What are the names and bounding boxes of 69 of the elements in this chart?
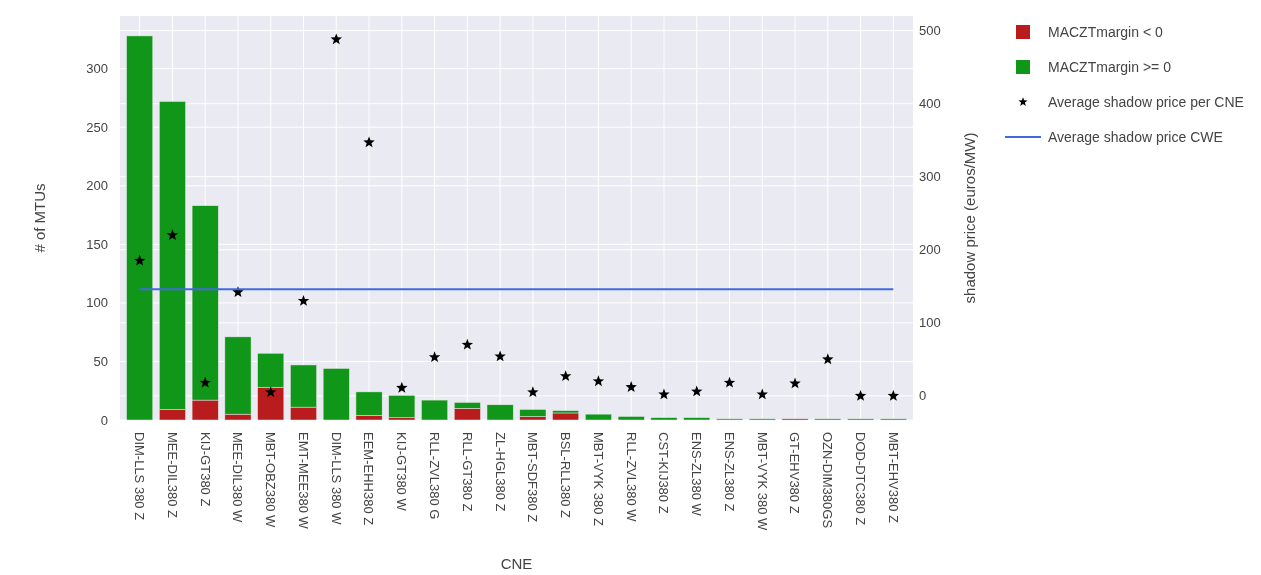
x-tick-label: DOD-DTC380 Z — [853, 432, 869, 526]
x-tick-label: ENS-ZL380 Z — [721, 432, 737, 512]
x-tick-label: MEE-DIL380 Z — [164, 432, 180, 519]
x-tick-label: ZL-HGL380 Z — [492, 432, 508, 512]
point — [428, 351, 441, 363]
point — [363, 136, 375, 148]
y2-tick-label: 200 — [919, 242, 941, 258]
point — [789, 377, 801, 389]
point — [625, 381, 637, 392]
y2-tick-label: 100 — [919, 315, 941, 331]
point — [822, 353, 834, 365]
y-tick-label: 300 — [86, 61, 108, 77]
y2-tick-label: 400 — [919, 96, 941, 112]
x-tick-label: DIM-LLS 380 W — [328, 432, 344, 526]
point — [854, 389, 867, 401]
point — [166, 229, 179, 241]
x-tick-label: CST-KIJ380 Z — [656, 432, 672, 514]
y-tick-label: 50 — [93, 354, 108, 369]
bar — [519, 409, 547, 417]
point — [592, 375, 605, 387]
legend-label: MACZTmargin < 0 — [1048, 23, 1163, 40]
point — [756, 388, 768, 400]
point — [723, 376, 736, 388]
point — [133, 254, 146, 266]
x-tick-label: EEM-EHH380 Z — [361, 432, 377, 526]
point — [396, 381, 408, 393]
point — [527, 386, 539, 398]
point — [658, 388, 670, 400]
point — [297, 294, 310, 306]
point — [887, 389, 900, 401]
legend-label: Average shadow price per CNE — [1048, 93, 1244, 110]
x-tick-label: KIJ-GT380 W — [394, 432, 410, 512]
y-tick-label: 0 — [100, 412, 108, 428]
y-tick-label: 100 — [86, 295, 108, 311]
point — [494, 350, 506, 362]
y2-axis-title: shadow price (euros/MW) — [961, 132, 978, 304]
y-tick-label: 200 — [86, 178, 108, 194]
point — [232, 286, 244, 298]
point — [559, 370, 572, 382]
x-tick-label: MBT-EHV380 Z — [885, 432, 901, 524]
point — [199, 376, 211, 388]
x-axis-title: CNE — [500, 555, 533, 572]
x-tick-label: KIJ-GT380 Z — [197, 432, 213, 507]
point — [691, 385, 703, 397]
point — [461, 338, 474, 350]
x-tick-label: RLL-ZVL380 G — [427, 432, 443, 520]
legend-label: Average shadow price CWE — [1048, 128, 1223, 145]
y-tick-label: 150 — [86, 236, 108, 252]
y2-tick-label: 300 — [919, 169, 941, 185]
x-tick-label: GT-EHV380 Z — [787, 432, 803, 514]
x-tick-label: DIM-LLS 380 Z — [132, 432, 148, 521]
x-tick-label: MBT-OBZ380 W — [263, 432, 279, 529]
y2-tick-label: 0 — [919, 388, 927, 404]
x-tick-label: MBT-VYK 380 Z — [590, 432, 606, 526]
legend-label: MACZTmargin >= 0 — [1048, 58, 1172, 75]
x-tick-label: MEE-DIL380 W — [230, 432, 246, 524]
x-tick-label: BSL-RLL380 Z — [558, 432, 574, 519]
x-tick-label: RLL-ZVL380 W — [623, 432, 639, 523]
x-tick-label: ENS-ZL380 W — [689, 432, 705, 517]
x-tick-label: RLL-GT380 Z — [459, 432, 475, 512]
y-tick-label: 250 — [86, 119, 108, 135]
point — [265, 386, 277, 398]
x-tick-label: MBT-VYK 380 W — [754, 432, 770, 531]
x-tick-label: MBT-SDF380 Z — [525, 432, 541, 523]
y2-tick-label: 500 — [919, 23, 941, 39]
x-tick-label: EMT-MEE380 W — [295, 432, 311, 530]
x-tick-label: OZN-DIM380GS — [820, 432, 836, 529]
point — [330, 33, 342, 45]
y-axis-title: # of MTUs — [31, 183, 48, 253]
